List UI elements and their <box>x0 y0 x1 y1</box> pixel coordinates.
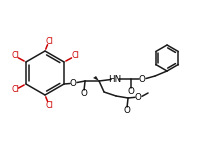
Text: Cl: Cl <box>71 51 79 60</box>
Polygon shape <box>93 76 99 81</box>
Text: O: O <box>135 93 141 102</box>
Text: O: O <box>139 75 145 84</box>
Text: Cl: Cl <box>11 86 19 95</box>
Text: O: O <box>70 78 77 87</box>
Text: Cl: Cl <box>45 100 53 109</box>
Text: HN: HN <box>109 75 122 84</box>
Text: Cl: Cl <box>11 51 19 60</box>
Text: O: O <box>124 106 131 115</box>
Text: O: O <box>81 88 87 97</box>
Text: Cl: Cl <box>45 37 53 46</box>
Text: O: O <box>128 87 135 96</box>
